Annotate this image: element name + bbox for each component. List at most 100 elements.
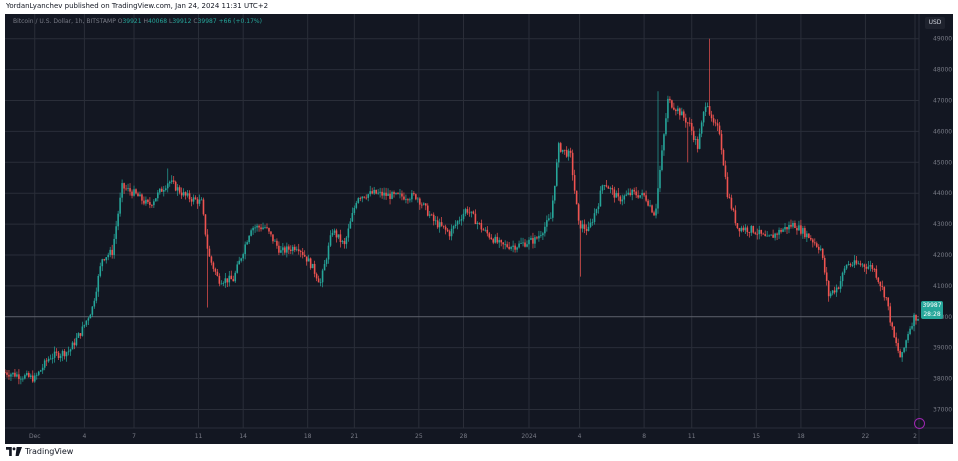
candle-body <box>897 343 899 351</box>
low-label: L <box>169 18 173 25</box>
candle-body <box>14 372 16 377</box>
currency-button[interactable]: USD <box>925 17 945 29</box>
candle-body <box>85 320 88 325</box>
candle-body <box>633 189 635 192</box>
candle-body <box>460 219 463 221</box>
candle-body <box>295 249 298 251</box>
candle-body <box>609 188 612 189</box>
candle-body <box>407 199 409 201</box>
candle-body <box>504 244 506 246</box>
candle-body <box>653 212 655 216</box>
price-tick-label: 47000 <box>933 98 952 105</box>
candle-body <box>196 199 199 204</box>
candle-body <box>204 214 207 235</box>
candle-body <box>113 238 115 255</box>
candle-body <box>246 242 248 245</box>
candle-body <box>333 230 336 233</box>
candle-body <box>430 214 433 216</box>
candle-body <box>913 314 915 327</box>
candle-body <box>724 165 727 177</box>
candle-body <box>506 244 508 247</box>
candle-body <box>222 283 225 284</box>
chart-panel[interactable]: 3700038000390004000041000420004300044000… <box>4 14 953 444</box>
candle-body <box>389 193 391 199</box>
candle-body <box>552 200 554 218</box>
candle-body <box>661 150 663 170</box>
time-tick-label: 4 <box>578 433 582 440</box>
candle-body <box>307 258 310 262</box>
candle-body <box>101 259 104 267</box>
tradingview-brand[interactable]: TradingView <box>6 447 73 456</box>
candle-body <box>343 241 346 245</box>
candle-body <box>688 122 691 124</box>
candle-body <box>252 227 254 231</box>
time-tick-label: 22 <box>862 433 870 440</box>
candle-body <box>129 188 131 192</box>
snapshot-icon[interactable] <box>914 418 925 429</box>
candle-body <box>4 372 6 374</box>
price-chart[interactable]: 3700038000390004000041000420004300044000… <box>4 14 953 444</box>
candle-body <box>438 222 441 228</box>
candle-body <box>125 188 127 190</box>
candle-body <box>164 188 167 191</box>
candle-body <box>323 263 326 271</box>
candle-body <box>81 326 84 336</box>
candle-body <box>411 193 413 200</box>
candle-body <box>665 118 667 135</box>
time-tick-label: 11 <box>688 433 696 440</box>
candle-body <box>496 236 499 243</box>
candle-body <box>405 199 407 201</box>
time-axis: Dec 4 7 11 14 18 21 25 28 2024 4 8 11 15 18 22 2 <box>29 433 917 440</box>
candle-body <box>206 234 209 249</box>
candle-body <box>754 232 757 234</box>
candle-body <box>357 198 360 203</box>
candle-body <box>909 328 911 335</box>
candle-body <box>484 229 487 231</box>
candle-body <box>446 229 449 232</box>
candle-body <box>65 352 68 357</box>
candle-body <box>20 378 22 380</box>
candle-body <box>79 333 82 336</box>
candle-body <box>143 200 145 204</box>
candle-body <box>123 183 125 189</box>
candle-body <box>712 118 715 123</box>
candle-body <box>47 358 50 362</box>
candle-body <box>488 233 491 238</box>
candle-body <box>524 242 526 247</box>
candle-body <box>889 306 892 323</box>
candle-body <box>756 233 759 235</box>
price-tick-label: 42000 <box>933 252 952 259</box>
candle-body <box>796 228 798 231</box>
candle-body <box>147 199 149 203</box>
chart-grid <box>5 14 953 444</box>
candle-body <box>887 297 890 307</box>
candle-body <box>361 196 364 199</box>
price-axis-panel <box>919 14 953 444</box>
candle-body <box>137 193 139 197</box>
candle-body <box>379 191 381 193</box>
candle-body <box>224 278 227 284</box>
candle-body <box>798 225 800 231</box>
candle-body <box>417 198 419 200</box>
candle-body <box>264 227 266 229</box>
open-label: O <box>117 18 123 25</box>
candle-body <box>426 205 429 216</box>
candle-body <box>232 279 235 282</box>
candle-body <box>835 287 838 293</box>
candle-body <box>61 351 64 356</box>
candle-body <box>706 106 709 107</box>
candle-body <box>734 210 737 224</box>
candle-body <box>690 123 693 131</box>
candle-body <box>821 248 824 258</box>
candle-body <box>573 175 576 191</box>
candle-body <box>107 254 110 258</box>
candle-body <box>194 197 197 200</box>
candle-body <box>583 224 586 230</box>
candle-body <box>617 193 620 197</box>
candle-body <box>500 240 502 243</box>
candle-body <box>671 100 673 108</box>
candle-body <box>10 374 12 377</box>
candle-body <box>444 226 447 230</box>
candle-body <box>722 149 725 166</box>
candle-body <box>182 192 185 196</box>
